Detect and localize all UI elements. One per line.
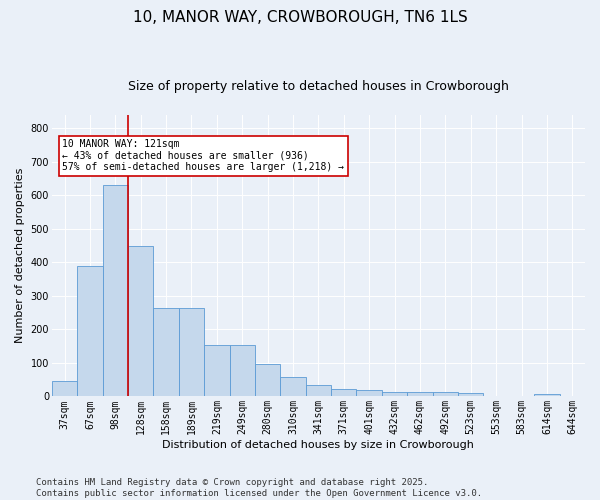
Text: 10 MANOR WAY: 121sqm
← 43% of detached houses are smaller (936)
57% of semi-deta: 10 MANOR WAY: 121sqm ← 43% of detached h… (62, 139, 344, 172)
Bar (52, 380, 77, 396)
Bar (255, 364, 280, 396)
Bar (534, 394, 560, 396)
Text: 10, MANOR WAY, CROWBOROUGH, TN6 1LS: 10, MANOR WAY, CROWBOROUGH, TN6 1LS (133, 10, 467, 25)
Bar (433, 392, 458, 396)
Bar (382, 392, 407, 396)
Bar (407, 392, 433, 396)
Bar (356, 390, 382, 396)
Bar (331, 389, 356, 396)
Bar (204, 345, 230, 397)
Bar (458, 392, 484, 396)
Bar (306, 386, 331, 396)
Title: Size of property relative to detached houses in Crowborough: Size of property relative to detached ho… (128, 80, 509, 93)
Bar (280, 377, 306, 396)
Bar (179, 308, 204, 396)
Bar (154, 308, 179, 396)
Bar (103, 186, 128, 396)
Bar (128, 246, 154, 396)
Y-axis label: Number of detached properties: Number of detached properties (15, 168, 25, 344)
X-axis label: Distribution of detached houses by size in Crowborough: Distribution of detached houses by size … (163, 440, 475, 450)
Text: Contains HM Land Registry data © Crown copyright and database right 2025.
Contai: Contains HM Land Registry data © Crown c… (36, 478, 482, 498)
Bar (77, 266, 103, 396)
Bar (230, 345, 255, 397)
